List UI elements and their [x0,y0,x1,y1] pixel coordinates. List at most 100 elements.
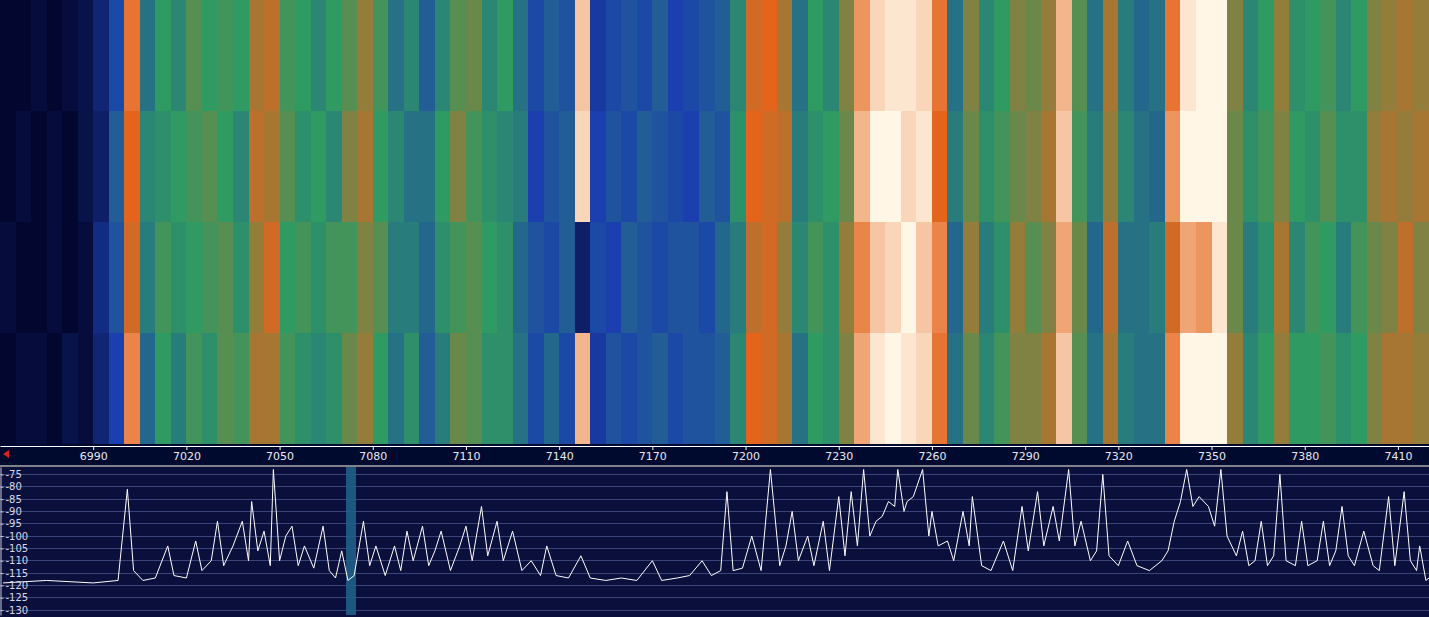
tick-label: 7200 [732,450,760,463]
grid-line [0,610,1429,611]
waterfall-cell [1227,111,1243,222]
waterfall-cell [1227,0,1243,111]
waterfall-cell [637,333,653,444]
waterfall-cell [1243,333,1259,444]
waterfall-cell [1072,0,1088,111]
waterfall-cell [155,111,171,222]
waterfall-cell [1149,222,1165,333]
waterfall-cell [606,111,622,222]
waterfall-cell [373,333,389,444]
waterfall-cell [124,111,140,222]
waterfall-cell [1025,0,1041,111]
waterfall-cell [916,0,932,111]
waterfall-cell [1041,333,1057,444]
waterfall-cell [777,111,793,222]
waterfall-cell [1320,333,1336,444]
waterfall-cell [233,333,249,444]
waterfall-cell [0,222,16,333]
waterfall-cell [497,0,513,111]
tick-mark [1,573,4,574]
waterfall-cell [1196,111,1212,222]
waterfall-cell [1289,222,1305,333]
waterfall-cell [699,111,715,222]
waterfall [0,0,1429,444]
waterfall-cell [668,222,684,333]
waterfall-cell [280,111,296,222]
waterfall-cell [839,111,855,222]
tick-label: -90 [6,506,22,517]
waterfall-cell [1243,111,1259,222]
waterfall-cell [47,333,63,444]
tick-label: 7230 [825,450,853,463]
waterfall-cell [559,0,575,111]
waterfall-cell [885,222,901,333]
waterfall-cell [249,111,265,222]
waterfall-cell [1041,0,1057,111]
waterfall-cell [808,222,824,333]
waterfall-cell [295,111,311,222]
tick-label: 7110 [452,450,480,463]
tick-label: -75 [6,469,22,480]
tick-label: -105 [6,543,29,554]
waterfall-cell [435,0,451,111]
waterfall-cell [932,333,948,444]
waterfall-cell [16,222,32,333]
tick-label: 7020 [173,450,201,463]
x-tick: 7320 [1105,446,1133,463]
axis-line [1,446,1429,447]
x-tick: 7170 [639,446,667,463]
tick-label: 7410 [1384,450,1412,463]
waterfall-cell [979,111,995,222]
waterfall-cell [202,0,218,111]
waterfall-cell [1010,0,1026,111]
waterfall-cell [1305,333,1321,444]
waterfall-cell [715,111,731,222]
waterfall-cell [1289,0,1305,111]
waterfall-cell [777,0,793,111]
x-tick: 7050 [266,446,294,463]
tick-label: 7290 [1012,450,1040,463]
waterfall-cell [1336,222,1352,333]
y-tick: -125 [1,592,29,603]
waterfall-cell [140,333,156,444]
waterfall-cell [357,222,373,333]
waterfall-cell [606,333,622,444]
waterfall-cell [450,333,466,444]
x-tick: 7020 [173,446,201,463]
waterfall-cell [916,222,932,333]
waterfall-cell [31,0,47,111]
waterfall-cell [482,0,498,111]
y-axis: -75-80-85-90-95-100-105-110-115-120-125-… [1,468,29,616]
waterfall-cell [16,0,32,111]
waterfall-cell [1413,0,1429,111]
waterfall-cell [513,222,529,333]
waterfall-cell [202,111,218,222]
waterfall-cell [140,222,156,333]
waterfall-cell [1289,333,1305,444]
waterfall-cell [482,333,498,444]
waterfall-cell [1196,333,1212,444]
waterfall-cell [1413,111,1429,222]
waterfall-cell [466,111,482,222]
waterfall-cell [979,333,995,444]
waterfall-cell [792,222,808,333]
y-tick: -120 [1,580,29,591]
waterfall-cell [1382,111,1398,222]
waterfall-cell [373,111,389,222]
waterfall-cell [730,111,746,222]
y-tick: -95 [1,518,22,529]
waterfall-cell [93,0,109,111]
waterfall-cell [559,111,575,222]
waterfall-cell [62,222,78,333]
waterfall-cell [994,111,1010,222]
waterfall-cell [730,333,746,444]
waterfall-cell [93,222,109,333]
waterfall-cell [78,222,94,333]
x-tick: 7260 [918,446,946,463]
waterfall-cell [295,0,311,111]
waterfall-cell [839,222,855,333]
waterfall-cell [1351,111,1367,222]
tick-label: 7080 [359,450,387,463]
axis-strip [0,444,1429,466]
waterfall-cell [1305,222,1321,333]
